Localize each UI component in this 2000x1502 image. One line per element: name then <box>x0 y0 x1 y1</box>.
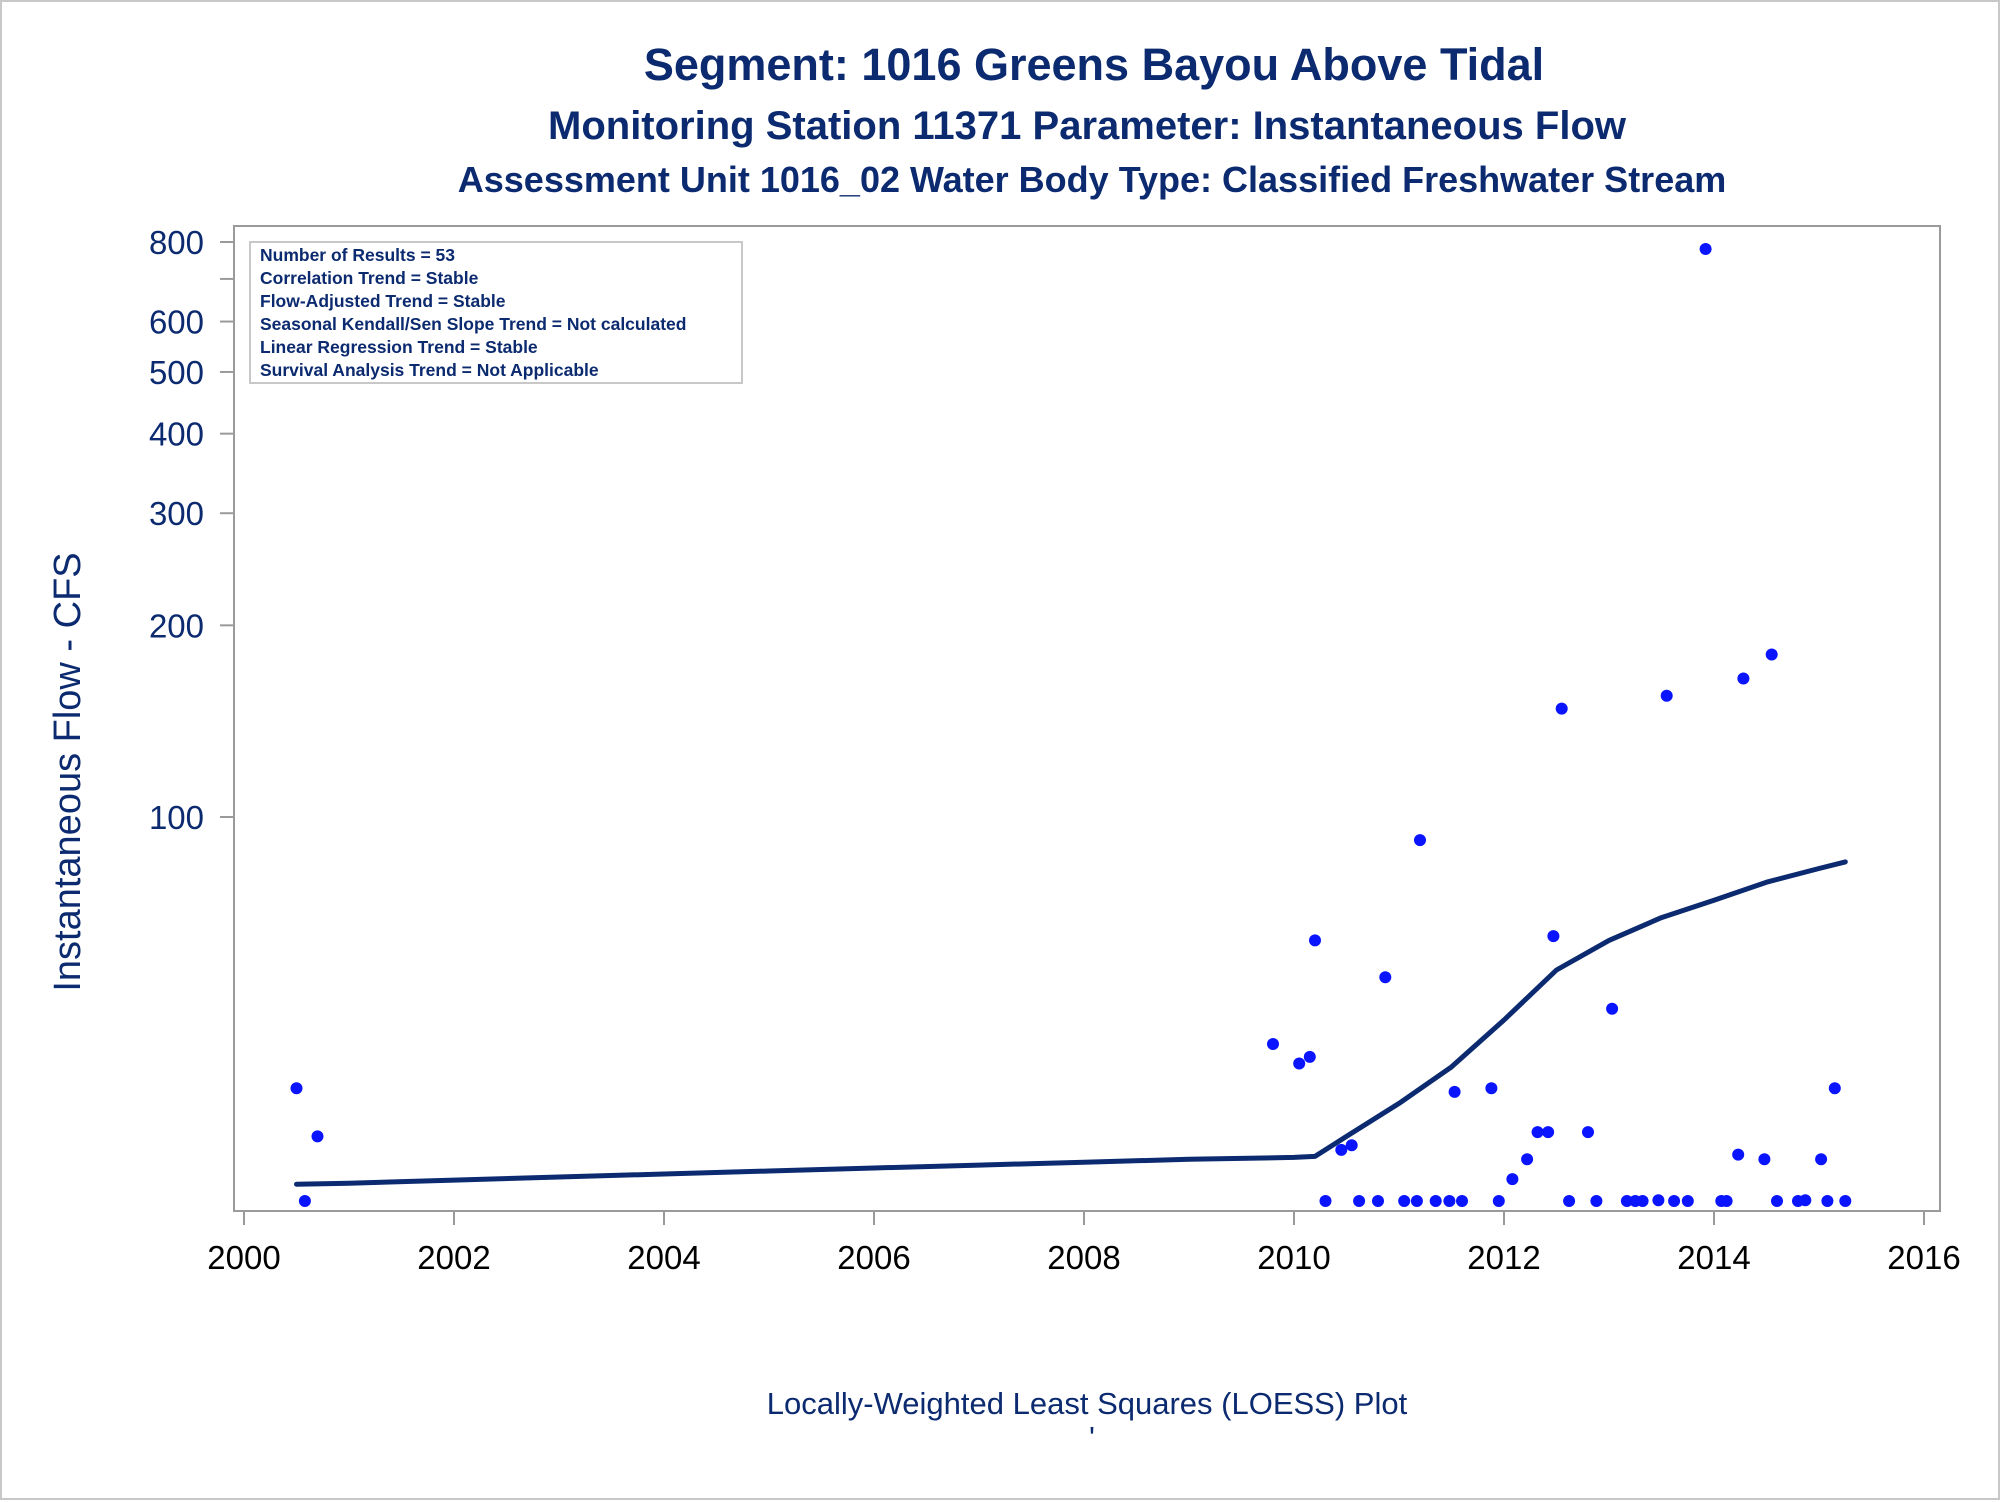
data-point <box>1815 1153 1828 1166</box>
data-point <box>1563 1195 1576 1207</box>
data-point <box>1443 1195 1456 1207</box>
loess-series <box>294 859 1848 1187</box>
data-point <box>1448 1085 1461 1098</box>
data-point <box>1668 1195 1681 1207</box>
data-point <box>1699 243 1712 255</box>
x-tick-label: 2000 <box>207 1239 280 1276</box>
data-point <box>1660 689 1673 702</box>
x-tick-label: 2014 <box>1677 1239 1750 1276</box>
x-tick-label: 2016 <box>1887 1239 1960 1276</box>
data-point <box>1737 672 1750 685</box>
data-point <box>1590 1195 1603 1207</box>
data-point <box>1303 1050 1316 1063</box>
data-point <box>1531 1126 1544 1139</box>
x-tick-label: 2002 <box>417 1239 490 1276</box>
data-point <box>1839 1195 1852 1207</box>
x-axis: 2000 2002 2004 2006 2008 2010 2012 2014 2016 <box>207 1211 1961 1276</box>
data-point <box>1652 1194 1665 1207</box>
x-tick-label: 2010 <box>1257 1239 1330 1276</box>
y-axis-title: Instantaneous Flow - CFS <box>47 552 89 991</box>
data-point <box>311 1130 324 1143</box>
data-point <box>1353 1195 1366 1207</box>
data-point <box>1456 1195 1468 1207</box>
inset-line: Flow-Adjusted Trend = Stable <box>260 291 506 311</box>
data-point <box>1379 971 1392 984</box>
chart-title: Segment: 1016 Greens Bayou Above Tidal <box>644 39 1544 90</box>
inset-line: Survival Analysis Trend = Not Applicable <box>260 360 599 380</box>
data-point <box>1606 1002 1619 1015</box>
y-tick-label: 500 <box>149 354 204 391</box>
plot-area <box>233 225 1941 1212</box>
data-point <box>1485 1082 1498 1095</box>
data-point <box>1799 1194 1812 1207</box>
inset-line: Linear Regression Trend = Stable <box>260 337 538 357</box>
data-point <box>1681 1195 1694 1207</box>
data-point <box>1636 1195 1649 1207</box>
data-point <box>1720 1195 1733 1207</box>
data-point <box>298 1195 311 1207</box>
chart-subtitle: Monitoring Station 11371 Parameter: Inst… <box>548 104 1627 148</box>
data-point <box>1758 1153 1771 1166</box>
data-point <box>1732 1148 1745 1161</box>
data-point <box>1828 1082 1841 1095</box>
y-axis: 100 200 300 400 500 600 800 <box>149 224 234 836</box>
data-point <box>1335 1143 1348 1156</box>
data-point <box>1410 1195 1423 1207</box>
trend-summary-border <box>249 241 743 384</box>
data-point <box>1542 1126 1555 1139</box>
y-tick-label: 200 <box>149 607 204 644</box>
footnote-mark: ' <box>1089 1420 1095 1455</box>
x-tick-label: 2006 <box>837 1239 910 1276</box>
data-point <box>1345 1139 1358 1152</box>
inset-line: Number of Results = 53 <box>260 245 455 265</box>
data-point <box>1429 1195 1442 1207</box>
x-tick-label: 2008 <box>1047 1239 1120 1276</box>
y-tick-label: 800 <box>149 224 204 261</box>
data-point <box>1620 1195 1633 1207</box>
data-point <box>1765 648 1778 661</box>
data-point <box>1372 1195 1384 1207</box>
data-point <box>1267 1038 1279 1050</box>
data-point <box>1319 1195 1332 1207</box>
data-point <box>1293 1057 1306 1070</box>
data-point <box>1582 1126 1594 1139</box>
y-tick-label: 400 <box>149 416 204 453</box>
data-point <box>1771 1195 1783 1207</box>
y-tick-label: 100 <box>149 799 204 836</box>
y-tick-label: 600 <box>149 304 204 341</box>
data-point <box>1547 930 1560 943</box>
data-point <box>1492 1195 1505 1207</box>
data-point <box>1521 1153 1534 1166</box>
data-point <box>1414 834 1426 847</box>
y-tick-label: 300 <box>149 495 204 532</box>
data-point <box>1555 702 1568 715</box>
footnote-label: Locally-Weighted Least Squares (LOESS) P… <box>767 1386 1408 1421</box>
inset-line: Seasonal Kendall/Sen Slope Trend = Not c… <box>260 314 686 334</box>
chart-subtitle-2: Assessment Unit 1016_02 Water Body Type:… <box>458 159 1727 200</box>
data-point <box>1506 1173 1519 1186</box>
inset-line: Correlation Trend = Stable <box>260 268 479 288</box>
scatter-series <box>290 243 1852 1207</box>
loess-line <box>294 859 1848 1187</box>
data-point <box>1309 934 1321 947</box>
x-tick-label: 2012 <box>1467 1239 1540 1276</box>
data-point <box>1398 1195 1411 1207</box>
data-point <box>290 1082 303 1095</box>
trend-summary-box: Number of Results = 53 Correlation Trend… <box>249 241 743 384</box>
x-tick-label: 2004 <box>627 1239 700 1276</box>
data-point <box>1821 1195 1834 1207</box>
